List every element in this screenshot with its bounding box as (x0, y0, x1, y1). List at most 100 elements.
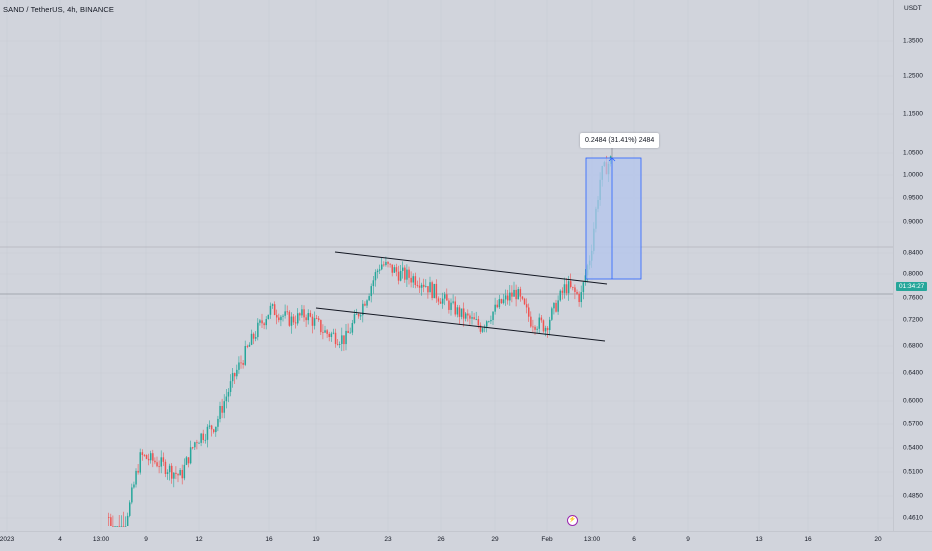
time-scale[interactable] (0, 531, 932, 551)
candle-body (156, 462, 158, 467)
candle-body (450, 302, 452, 310)
candle-body (502, 299, 505, 304)
candle-body (271, 304, 274, 306)
candle-body (383, 264, 385, 266)
candle-body (576, 291, 578, 294)
candle-body (492, 311, 494, 320)
price-scale[interactable] (893, 0, 932, 531)
candle-body (108, 517, 110, 518)
candle-body (259, 320, 261, 323)
channel-upper-trendline (334, 251, 608, 285)
candle-body (378, 269, 381, 271)
candle-body (278, 317, 280, 321)
candle-body (135, 470, 137, 485)
chart-canvas[interactable] (0, 0, 893, 531)
candle-body (458, 307, 461, 317)
measure-box (585, 157, 642, 280)
candle-body (488, 321, 490, 323)
candle-body (433, 283, 435, 299)
candle-body (578, 293, 580, 303)
time-tick-label: 9 (144, 536, 148, 543)
price-tick-label: 0.8400 (903, 249, 923, 257)
candle-body (498, 299, 501, 308)
candle-body (532, 326, 534, 328)
candle-body (116, 526, 118, 527)
candle-body (244, 346, 246, 365)
candle-body (360, 315, 362, 317)
price-tick-label: 1.3500 (903, 37, 923, 45)
candle-body (538, 317, 540, 329)
candle-body (301, 309, 303, 316)
candle-body (219, 405, 221, 419)
candle-body (519, 289, 522, 297)
candle-body (181, 469, 183, 479)
candle-body (572, 286, 574, 288)
time-tick-label: 13:00 (583, 536, 601, 543)
candle-body (158, 466, 160, 468)
candle-body (490, 319, 492, 322)
candle-body (332, 332, 335, 334)
time-tick-label: 20 (874, 536, 882, 543)
candle-body (395, 267, 398, 272)
candle-body (282, 315, 284, 317)
candle-body (196, 442, 198, 444)
candle-body (166, 472, 169, 474)
candle-body (368, 296, 370, 301)
candle-body (187, 457, 190, 464)
candle-body (557, 300, 559, 312)
candle-body (141, 452, 144, 455)
candle-body (353, 314, 356, 324)
time-tick-label: 12 (195, 536, 203, 543)
candle-body (423, 284, 425, 287)
time-tick-label: 19 (312, 536, 320, 543)
candle-body (133, 484, 135, 488)
candle-body (364, 303, 366, 306)
candle-body (429, 282, 431, 293)
candle-body (509, 292, 511, 301)
candle-body (131, 487, 133, 503)
candle-body (349, 332, 351, 334)
candle-body (242, 362, 244, 365)
time-tick-label: 29 (491, 536, 499, 543)
candle-body (297, 313, 299, 324)
measure-arrow (611, 157, 616, 162)
current-price-tag: 01:34:27 (896, 282, 928, 291)
candle-body (580, 292, 582, 303)
candle-body (110, 517, 112, 526)
candle-body (412, 276, 414, 283)
candle-body (273, 304, 276, 315)
candle-body (549, 319, 551, 331)
candle-body (584, 275, 587, 283)
candle-body (231, 373, 234, 382)
price-tick-label: 0.6800 (903, 342, 923, 350)
candle-body (456, 307, 459, 315)
time-tick-label: 26 (437, 536, 445, 543)
candle-body (221, 405, 223, 413)
candle-body (252, 333, 255, 339)
candle-body (389, 263, 391, 265)
candle-body (534, 326, 536, 330)
candle-body (351, 323, 354, 333)
candle-body (454, 301, 456, 315)
candle-body (366, 300, 368, 306)
price-tick-label: 1.0000 (903, 171, 923, 179)
candle-body (523, 298, 526, 305)
chart-pane[interactable]: SAND / TetherUS, 4h, BINANCE 0.2484 (31.… (0, 0, 893, 531)
price-tick-label: 0.6000 (903, 397, 923, 405)
candle-body (215, 426, 217, 433)
time-tick-label: 23 (384, 536, 392, 543)
candle-body (280, 316, 282, 321)
symbol-title: SAND / TetherUS, 4h, BINANCE (3, 5, 115, 14)
candle-body (229, 381, 232, 392)
candle-body (208, 425, 211, 427)
candle-body (189, 447, 192, 464)
candle-body (236, 369, 238, 377)
candle-body (408, 269, 410, 278)
lightning-icon[interactable]: ⚡ (567, 515, 578, 526)
candle-body (227, 391, 230, 397)
candle-body (387, 261, 389, 264)
candle-body (318, 318, 320, 320)
candle-body (540, 317, 543, 321)
candle-body (446, 294, 448, 301)
candle-body (112, 526, 114, 527)
